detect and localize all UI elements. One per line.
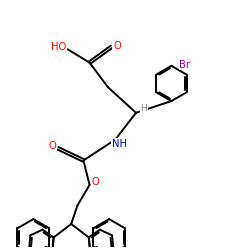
Text: O: O	[48, 141, 56, 151]
Text: O: O	[92, 178, 100, 188]
Text: H: H	[140, 104, 147, 113]
Text: NH: NH	[112, 139, 127, 149]
Text: Br: Br	[180, 60, 190, 70]
Text: O: O	[113, 40, 121, 50]
Text: HO: HO	[51, 42, 66, 52]
